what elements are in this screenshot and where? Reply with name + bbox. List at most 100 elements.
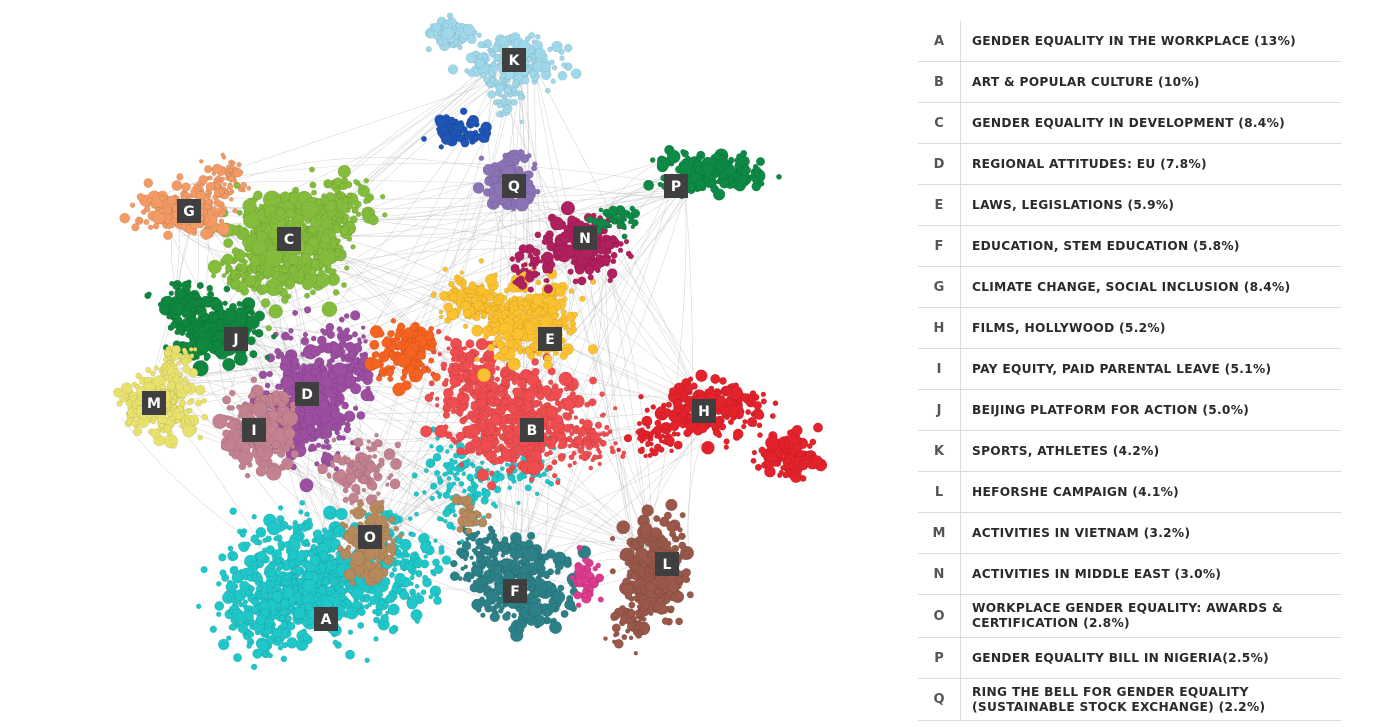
graph-node bbox=[330, 387, 337, 394]
graph-node bbox=[378, 599, 386, 607]
graph-node bbox=[289, 406, 296, 413]
graph-node bbox=[342, 197, 349, 204]
graph-node bbox=[326, 361, 333, 369]
graph-node bbox=[656, 411, 662, 417]
graph-edge bbox=[182, 180, 669, 200]
graph-node bbox=[745, 409, 752, 416]
graph-node bbox=[223, 439, 230, 446]
graph-node bbox=[542, 570, 550, 579]
graph-node bbox=[448, 502, 456, 510]
graph-node bbox=[293, 585, 299, 591]
graph-node bbox=[569, 431, 575, 437]
graph-edge bbox=[580, 195, 665, 227]
graph-node bbox=[466, 473, 474, 481]
graph-node bbox=[322, 421, 328, 428]
graph-edge bbox=[593, 227, 717, 412]
graph-node bbox=[511, 612, 517, 619]
graph-node bbox=[650, 404, 657, 410]
graph-node bbox=[283, 540, 291, 549]
graph-node bbox=[248, 631, 255, 638]
graph-node bbox=[288, 328, 294, 334]
graph-node bbox=[272, 627, 283, 638]
graph-node bbox=[535, 279, 542, 286]
graph-node bbox=[493, 602, 501, 610]
graph-node bbox=[662, 423, 670, 431]
graph-node bbox=[277, 201, 284, 209]
graph-node bbox=[255, 265, 262, 272]
graph-node bbox=[343, 354, 350, 360]
graph-node bbox=[275, 284, 284, 293]
graph-node bbox=[365, 385, 371, 392]
graph-node bbox=[389, 572, 395, 579]
graph-node bbox=[234, 250, 240, 256]
graph-node bbox=[489, 611, 500, 623]
graph-node bbox=[210, 273, 217, 279]
graph-node bbox=[309, 554, 321, 566]
graph-node bbox=[337, 164, 351, 179]
graph-node bbox=[587, 451, 593, 456]
graph-node bbox=[582, 419, 593, 430]
graph-node bbox=[545, 405, 559, 419]
graph-node bbox=[347, 587, 353, 594]
graph-node bbox=[230, 552, 239, 561]
graph-node bbox=[434, 424, 448, 439]
graph-node bbox=[445, 449, 450, 454]
graph-node bbox=[429, 461, 435, 468]
graph-node bbox=[265, 325, 272, 332]
graph-node bbox=[474, 490, 482, 498]
graph-node bbox=[459, 270, 465, 275]
graph-node bbox=[232, 565, 239, 572]
graph-node bbox=[663, 408, 672, 417]
graph-node bbox=[517, 378, 527, 389]
graph-node bbox=[337, 558, 344, 565]
graph-node bbox=[266, 215, 273, 222]
graph-node bbox=[368, 587, 376, 595]
graph-node bbox=[339, 419, 346, 426]
graph-node bbox=[542, 553, 550, 561]
graph-node bbox=[650, 428, 657, 435]
graph-node bbox=[613, 440, 618, 446]
graph-node bbox=[475, 338, 489, 351]
graph-node bbox=[646, 424, 651, 430]
graph-node bbox=[509, 464, 516, 471]
graph-node bbox=[420, 425, 433, 438]
graph-node bbox=[806, 443, 813, 449]
graph-node bbox=[432, 452, 442, 462]
graph-node bbox=[228, 416, 235, 422]
graph-node bbox=[321, 410, 327, 417]
graph-node bbox=[334, 396, 340, 403]
graph-node bbox=[328, 371, 337, 380]
graph-node bbox=[351, 483, 361, 493]
graph-node bbox=[473, 408, 480, 416]
graph-node bbox=[220, 261, 225, 267]
graph-node bbox=[315, 442, 322, 448]
graph-node bbox=[285, 279, 292, 286]
graph-node bbox=[441, 555, 452, 565]
graph-node bbox=[537, 585, 543, 591]
graph-node bbox=[465, 383, 471, 389]
graph-node bbox=[555, 286, 566, 298]
graph-node bbox=[284, 252, 290, 258]
graph-node bbox=[317, 568, 323, 575]
graph-node bbox=[601, 431, 606, 436]
graph-node bbox=[332, 289, 340, 296]
graph-node bbox=[131, 223, 140, 232]
graph-node bbox=[653, 443, 662, 452]
graph-node bbox=[538, 559, 545, 565]
graph-node bbox=[725, 386, 732, 394]
graph-node bbox=[727, 418, 735, 426]
graph-node bbox=[350, 310, 361, 321]
graph-node bbox=[785, 457, 792, 464]
graph-node bbox=[222, 429, 231, 438]
graph-node bbox=[227, 183, 234, 191]
graph-node bbox=[371, 494, 378, 501]
graph-node bbox=[524, 484, 532, 492]
graph-node bbox=[303, 522, 310, 529]
graph-node bbox=[291, 578, 298, 585]
graph-node bbox=[430, 291, 437, 298]
graph-node bbox=[381, 577, 391, 587]
graph-node bbox=[540, 385, 552, 397]
graph-node bbox=[218, 212, 224, 218]
graph-node bbox=[298, 411, 305, 418]
graph-node bbox=[791, 424, 803, 436]
